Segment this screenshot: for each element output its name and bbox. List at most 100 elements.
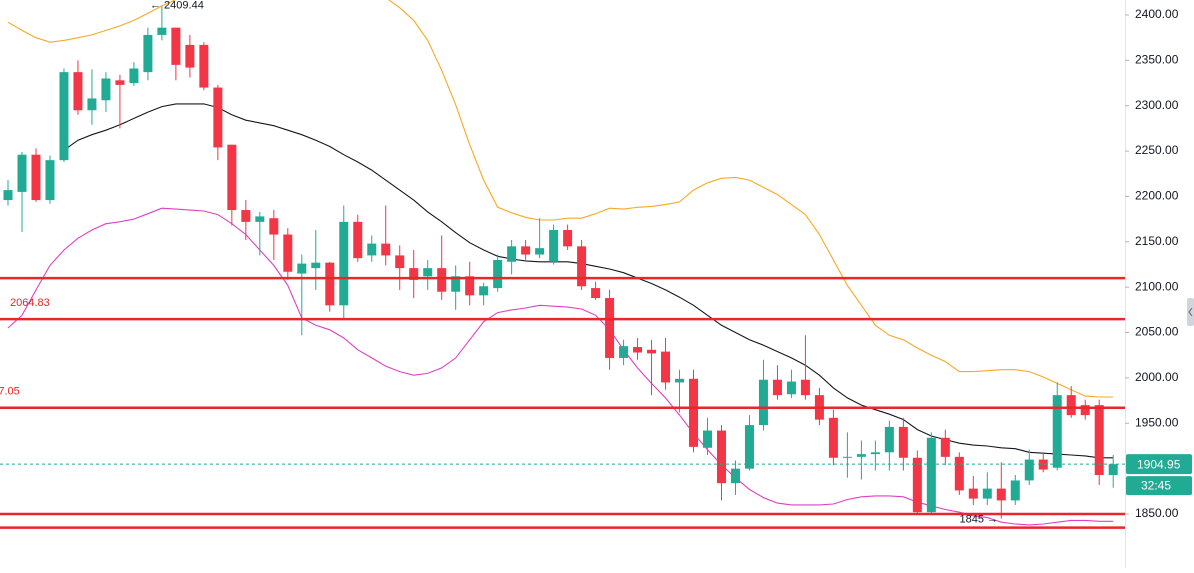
candle-body bbox=[395, 255, 405, 269]
y-tick-label: 2050.00 bbox=[1135, 325, 1179, 339]
candle-body bbox=[535, 248, 545, 255]
high-annotation: ← 2409.44 bbox=[150, 0, 204, 11]
candle-body bbox=[143, 34, 153, 73]
candle-body bbox=[591, 288, 601, 299]
candle-body bbox=[241, 210, 251, 222]
candle-body bbox=[269, 218, 279, 235]
candle-body bbox=[1038, 459, 1048, 470]
y-tick-label: 2200.00 bbox=[1135, 189, 1179, 203]
price-tag-label: 1904.95 bbox=[1137, 457, 1181, 471]
candle-body bbox=[647, 349, 657, 354]
candle-body bbox=[297, 263, 307, 274]
candle-body bbox=[157, 27, 167, 35]
candle-body bbox=[1052, 395, 1062, 468]
candle-body bbox=[409, 268, 419, 280]
level-label: 1967.05 bbox=[0, 386, 20, 398]
candle-body bbox=[367, 243, 377, 256]
candle-body bbox=[227, 144, 237, 211]
candle-body bbox=[199, 44, 209, 88]
scroll-arrow bbox=[1188, 307, 1193, 317]
candle-body bbox=[1080, 405, 1090, 416]
y-tick-label: 1950.00 bbox=[1135, 415, 1179, 429]
candle-body bbox=[129, 68, 139, 84]
candle-body bbox=[633, 347, 643, 353]
candle-body bbox=[521, 246, 531, 255]
candle-body bbox=[339, 221, 349, 306]
candle-body bbox=[115, 80, 125, 85]
scroll-tab[interactable] bbox=[1187, 298, 1194, 326]
candle-body bbox=[185, 44, 195, 68]
candle-body bbox=[758, 379, 768, 426]
price-tag bbox=[1126, 454, 1192, 475]
candle-body bbox=[1066, 395, 1076, 416]
candle-body bbox=[870, 452, 880, 455]
candle-body bbox=[926, 437, 936, 513]
candle-body bbox=[689, 378, 699, 447]
candle-body bbox=[101, 78, 111, 101]
candle-body bbox=[996, 488, 1006, 501]
candle-body bbox=[73, 72, 83, 111]
y-tick-label: 2100.00 bbox=[1135, 279, 1179, 293]
candle-body bbox=[17, 154, 27, 192]
candle-body bbox=[577, 246, 587, 287]
candle-body bbox=[828, 417, 838, 458]
y-tick-label: 2350.00 bbox=[1135, 53, 1179, 67]
candle-body bbox=[800, 379, 810, 396]
candle-body bbox=[353, 221, 363, 259]
candle-body bbox=[423, 268, 433, 277]
candle-body bbox=[605, 298, 615, 358]
candle-body bbox=[898, 426, 908, 458]
candle-body bbox=[1108, 464, 1118, 475]
price-axis: 2400.00 2350.00 2300.00 2250.00 2200.00 2150.… bbox=[1125, 7, 1192, 520]
candle-body bbox=[563, 230, 573, 247]
candle-body bbox=[437, 268, 447, 292]
y-tick-label: 1850.00 bbox=[1135, 506, 1179, 520]
candle-body bbox=[87, 98, 97, 111]
candle-body bbox=[45, 160, 55, 201]
candle-body bbox=[703, 430, 712, 448]
candle-body bbox=[786, 381, 796, 395]
countdown-label: 32:45 bbox=[1141, 478, 1171, 492]
countdown-tag bbox=[1126, 476, 1192, 496]
candle-body bbox=[856, 454, 866, 457]
candle-body bbox=[940, 437, 950, 457]
candle-body bbox=[1024, 459, 1034, 481]
candle-body bbox=[325, 262, 335, 306]
candle-body bbox=[912, 457, 922, 513]
candle-body bbox=[716, 430, 726, 484]
y-tick-label: 2300.00 bbox=[1135, 98, 1179, 112]
y-tick-label: 2400.00 bbox=[1135, 7, 1179, 21]
candle-body bbox=[381, 243, 391, 256]
candle-body bbox=[493, 259, 503, 289]
candle-body bbox=[507, 246, 517, 262]
low-annotation: 1845 → bbox=[959, 513, 998, 525]
candle-body bbox=[311, 262, 321, 269]
candle-body bbox=[283, 234, 293, 272]
indicator-line bbox=[63, 103, 1114, 459]
candle-body bbox=[842, 456, 852, 458]
candle-body bbox=[465, 276, 475, 296]
candle-body bbox=[884, 426, 894, 453]
candle-body bbox=[255, 216, 265, 222]
y-tick-label: 2250.00 bbox=[1135, 143, 1179, 157]
candle-body bbox=[3, 190, 13, 201]
y-tick-label: 2150.00 bbox=[1135, 234, 1179, 248]
level-label: 2064.83 bbox=[10, 297, 50, 309]
candle-body bbox=[451, 276, 461, 292]
candle-body bbox=[982, 488, 992, 499]
candle-body bbox=[31, 154, 41, 201]
candle-body bbox=[661, 351, 671, 383]
candle-body bbox=[59, 72, 69, 161]
candle-body bbox=[171, 27, 181, 65]
candle-body bbox=[730, 468, 740, 484]
indicator-line bbox=[7, 0, 1114, 398]
candle-body bbox=[213, 87, 223, 148]
candle-body bbox=[619, 346, 629, 358]
plot-area: 2064.83 1967.05 ← 2409.44 1845 → bbox=[0, 0, 1125, 529]
candle-body bbox=[954, 456, 964, 491]
candle-body bbox=[1010, 480, 1020, 501]
candle-body bbox=[675, 378, 685, 383]
